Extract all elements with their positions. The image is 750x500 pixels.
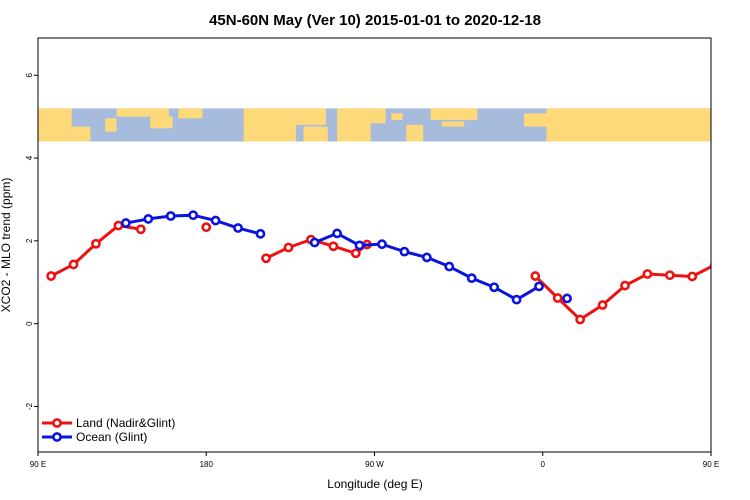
series-line bbox=[534, 265, 711, 322]
data-point bbox=[466, 273, 477, 284]
data-point bbox=[188, 210, 199, 221]
chart-title: 45N-60N May (Ver 10) 2015-01-01 to 2020-… bbox=[209, 12, 541, 29]
y-tick-label: -2 bbox=[25, 402, 34, 410]
data-point bbox=[597, 300, 608, 310]
map-land bbox=[38, 108, 72, 142]
series-ocean bbox=[120, 210, 572, 305]
data-point bbox=[530, 271, 541, 281]
y-tick-label: 4 bbox=[25, 155, 34, 160]
data-point bbox=[399, 246, 410, 257]
y-axis-label: XCO2 - MLO trend (ppm) bbox=[0, 178, 13, 313]
data-point bbox=[734, 240, 741, 247]
data-point bbox=[687, 271, 698, 282]
data-point bbox=[143, 214, 154, 224]
y-tick-label: 6 bbox=[25, 72, 34, 77]
x-tick-label: 0 bbox=[541, 460, 546, 469]
data-point bbox=[233, 223, 243, 233]
data-point bbox=[261, 253, 271, 264]
data-point bbox=[354, 240, 365, 251]
data-point bbox=[709, 261, 711, 269]
map-land bbox=[116, 108, 169, 117]
data-point bbox=[309, 237, 320, 248]
data-point bbox=[328, 241, 339, 252]
map-land bbox=[303, 126, 328, 142]
map-land bbox=[71, 126, 91, 142]
data-point bbox=[165, 211, 176, 221]
legend-label: Land (Nadir&Glint) bbox=[76, 416, 175, 430]
legend-swatch-marker bbox=[52, 418, 62, 428]
series-layer bbox=[46, 210, 741, 325]
x-tick-label: 90 E bbox=[703, 460, 719, 469]
map-land bbox=[391, 113, 403, 120]
data-point bbox=[552, 293, 563, 303]
x-tick-label: 90 E bbox=[30, 460, 46, 469]
data-point bbox=[664, 270, 675, 281]
series-land bbox=[46, 220, 741, 325]
data-point bbox=[46, 271, 56, 281]
series-line bbox=[314, 231, 540, 302]
data-point bbox=[350, 248, 361, 259]
map-land bbox=[406, 124, 424, 142]
data-point bbox=[511, 294, 522, 305]
map-land bbox=[572, 118, 584, 125]
legend-label: Ocean (Glint) bbox=[76, 430, 147, 444]
map-land bbox=[337, 108, 371, 142]
x-tick-label: 90 W bbox=[365, 460, 384, 469]
data-point bbox=[489, 282, 500, 293]
data-point bbox=[68, 259, 79, 270]
y-axis: -2 0 2 4 6 bbox=[25, 72, 38, 410]
map-land bbox=[178, 108, 203, 119]
data-point bbox=[620, 280, 630, 291]
y-tick-label: 0 bbox=[25, 321, 34, 326]
data-point bbox=[120, 218, 131, 228]
map-land bbox=[243, 108, 296, 142]
data-point bbox=[210, 215, 221, 226]
map-land bbox=[430, 108, 478, 120]
data-point bbox=[642, 269, 653, 279]
map-land bbox=[150, 116, 173, 129]
series-line bbox=[50, 224, 142, 278]
x-axis-label: Longitude (deg E) bbox=[327, 477, 422, 491]
data-point bbox=[113, 220, 124, 231]
map-land bbox=[546, 108, 711, 142]
legend-swatch-marker bbox=[52, 432, 62, 442]
data-point bbox=[421, 252, 432, 263]
data-point bbox=[255, 228, 266, 239]
map-land bbox=[441, 121, 465, 127]
x-tick-label: 180 bbox=[200, 460, 214, 469]
data-point bbox=[332, 228, 343, 239]
data-point bbox=[575, 314, 586, 325]
data-point bbox=[534, 281, 544, 292]
map-land bbox=[524, 113, 547, 127]
y-tick-label: 2 bbox=[25, 238, 34, 243]
data-point bbox=[91, 238, 101, 249]
map-land bbox=[370, 108, 386, 124]
legend: Land (Nadir&Glint)Ocean (Glint) bbox=[42, 416, 175, 444]
map-land bbox=[295, 108, 326, 125]
data-point bbox=[283, 242, 294, 253]
world-map-band bbox=[38, 108, 711, 142]
data-point bbox=[562, 293, 572, 304]
x-axis: 90 E 180 90 W 0 90 E bbox=[30, 452, 719, 469]
data-point bbox=[444, 261, 455, 272]
map-land bbox=[105, 118, 117, 132]
data-point bbox=[201, 222, 212, 233]
data-point bbox=[377, 239, 387, 250]
data-point bbox=[135, 224, 146, 235]
